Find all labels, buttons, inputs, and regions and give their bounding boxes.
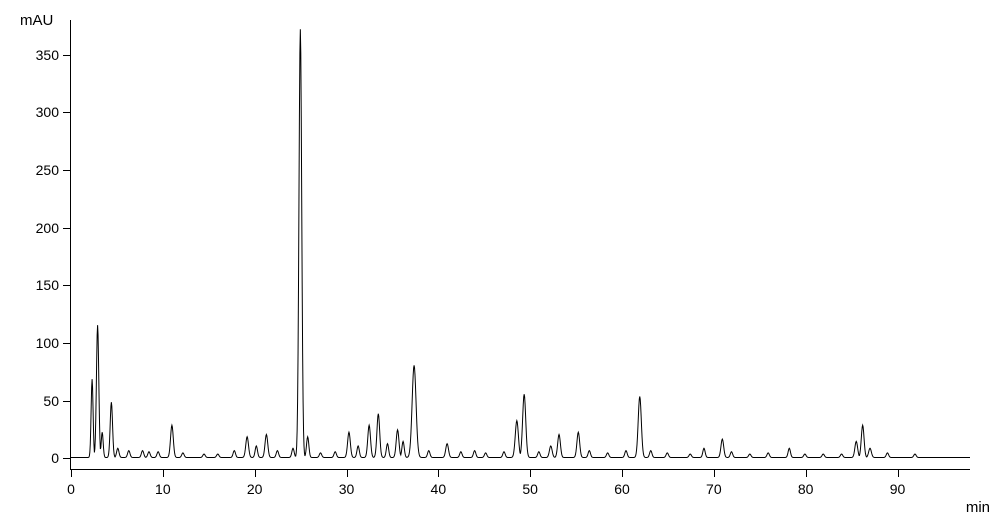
y-tick <box>63 112 71 113</box>
x-tick <box>438 469 439 477</box>
y-tick <box>63 228 71 229</box>
x-tick <box>347 469 348 477</box>
x-tick <box>255 469 256 477</box>
y-axis-label: mAU <box>20 12 53 29</box>
y-tick-label: 50 <box>43 393 59 409</box>
x-tick <box>714 469 715 477</box>
x-tick-label: 40 <box>431 481 447 497</box>
y-tick <box>63 343 71 344</box>
x-tick <box>71 469 72 477</box>
y-tick <box>63 285 71 286</box>
x-tick-label: 20 <box>247 481 263 497</box>
x-tick-label: 50 <box>522 481 538 497</box>
x-tick-label: 10 <box>155 481 171 497</box>
y-tick-label: 350 <box>36 47 59 63</box>
y-tick <box>63 401 71 402</box>
y-tick <box>63 458 71 459</box>
y-tick-label: 300 <box>36 104 59 120</box>
x-tick <box>898 469 899 477</box>
x-axis-label: min <box>966 499 990 516</box>
y-tick-label: 200 <box>36 220 59 236</box>
y-tick-label: 0 <box>51 450 59 466</box>
x-tick <box>163 469 164 477</box>
chromatogram-trace <box>71 20 970 469</box>
x-tick <box>530 469 531 477</box>
chromatogram-chart: mAU min 05010015020025030035001020304050… <box>0 0 1000 520</box>
y-tick <box>63 170 71 171</box>
y-tick-label: 100 <box>36 335 59 351</box>
x-tick-label: 60 <box>614 481 630 497</box>
x-tick-label: 30 <box>339 481 355 497</box>
x-tick-label: 80 <box>798 481 814 497</box>
x-tick <box>622 469 623 477</box>
x-tick-label: 70 <box>706 481 722 497</box>
y-tick <box>63 55 71 56</box>
y-tick-label: 250 <box>36 162 59 178</box>
x-tick-label: 0 <box>67 481 75 497</box>
x-tick-label: 90 <box>890 481 906 497</box>
trace-path <box>71 29 970 457</box>
x-tick <box>806 469 807 477</box>
plot-area: 0501001502002503003500102030405060708090 <box>70 20 970 470</box>
y-tick-label: 150 <box>36 277 59 293</box>
